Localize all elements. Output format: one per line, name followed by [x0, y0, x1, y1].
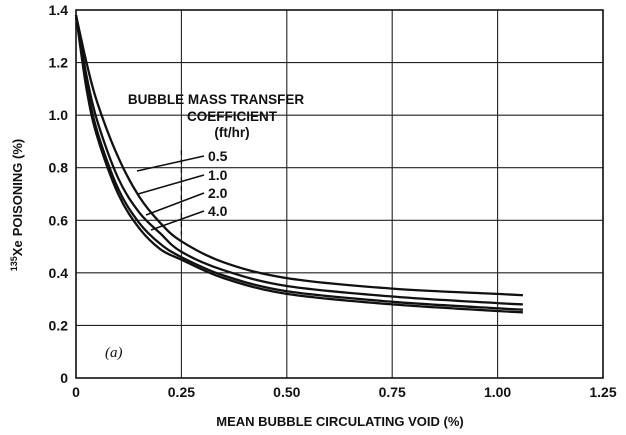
leader-line-2-0 [145, 192, 205, 216]
y-tick-label: 0.8 [49, 160, 69, 176]
annotation-title-line2: COEFFICIENT [187, 109, 278, 124]
y-tick-label: 0.4 [49, 265, 69, 281]
series-line-1-0 [74, 15, 523, 306]
series-label-0-5: 0.5 [208, 148, 228, 164]
series-line-0-5 [74, 15, 523, 297]
y-tick-label: 0 [60, 370, 68, 386]
series-label-2-0: 2.0 [208, 185, 228, 201]
x-tick-label: 1.25 [589, 384, 616, 400]
svg-text:135XePOISONING (%): 135Xe POISONING (%) [9, 139, 25, 271]
series-label-4-0: 4.0 [208, 203, 228, 219]
grid [75, 9, 604, 379]
series-line-2-0 [74, 15, 523, 311]
series-line-4-0 [74, 15, 523, 314]
x-tick-label: 0.75 [379, 384, 406, 400]
x-tick-label: 0 [72, 384, 80, 400]
x-tick-label: 0.50 [273, 384, 300, 400]
plot-border [75, 9, 604, 379]
annotation-title-line1: BUBBLE MASS TRANSFER [128, 92, 305, 107]
y-axis-label-main: POISONING (%) [10, 139, 25, 237]
x-tick-label: 0.25 [168, 384, 195, 400]
y-tick-label: 1.2 [49, 55, 69, 71]
y-tick-label: 1.0 [49, 107, 69, 123]
series-lines [74, 15, 523, 314]
leader-line-1-0 [137, 174, 205, 195]
y-tick-label: 0.6 [49, 212, 69, 228]
y-axis-label-isotope: 135 [9, 256, 19, 271]
series-labels: 0.5 1.0 2.0 4.0 [136, 148, 228, 231]
x-axis-label: MEAN BUBBLE CIRCULATING VOID (%) [216, 414, 463, 429]
x-tick-label: 1.00 [484, 384, 511, 400]
leader-line-4-0 [150, 210, 205, 231]
y-tick-label: 0.2 [49, 317, 69, 333]
tick-labels: 0 0.25 0.50 0.75 1.00 1.25 0 0.2 0.4 0.6 0.8 1.0 1.2… [49, 2, 617, 400]
panel-label: (a) [105, 345, 123, 361]
y-axis-label-element: Xe [10, 240, 25, 256]
y-tick-label: 1.4 [49, 2, 69, 18]
leader-line-0-5 [136, 155, 205, 172]
series-label-1-0: 1.0 [208, 167, 228, 183]
annotation-title-line3: (ft/hr) [214, 125, 249, 140]
y-axis-label: 135Xe POISONING (%) [9, 139, 25, 271]
plot-frame [75, 9, 604, 379]
